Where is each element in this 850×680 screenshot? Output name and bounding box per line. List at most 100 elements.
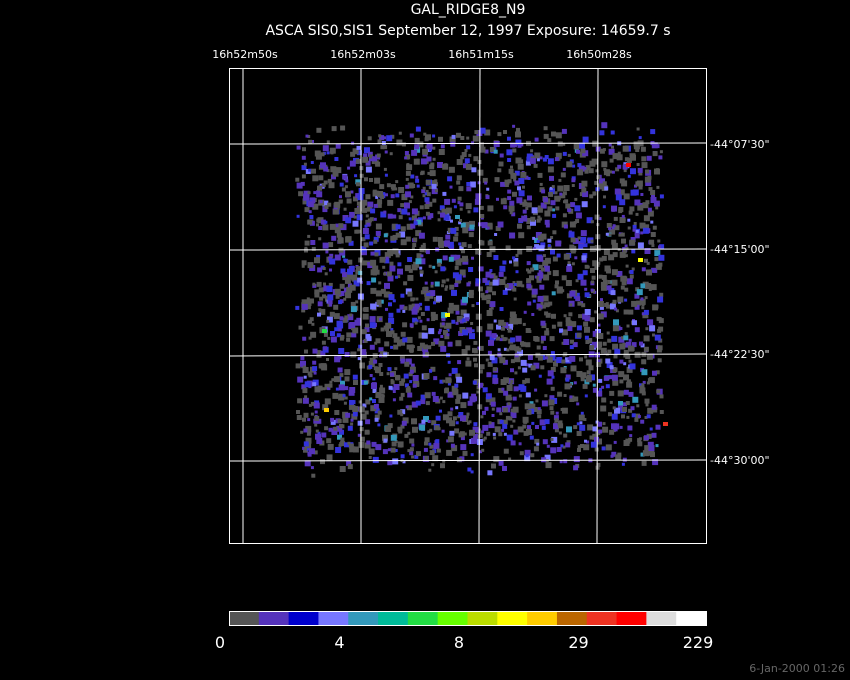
pixel [342,411,349,418]
pixel [459,458,462,461]
pixel [330,419,336,425]
pixel [409,323,414,328]
pixel [494,177,500,183]
pixel [510,368,514,373]
pixel [417,346,423,351]
pixel [407,274,414,281]
pixel [618,401,623,406]
pixel [464,158,470,164]
pixel [652,459,659,466]
pixel [363,380,368,385]
pixel [547,206,553,212]
pixel [361,329,367,335]
pixel [624,287,629,292]
pixel [397,275,401,279]
pixel [329,223,336,230]
pixel [650,452,655,458]
pixel [411,418,417,425]
pixel [470,453,474,457]
pixel [659,410,664,414]
pixel [549,336,555,342]
pixel [498,161,504,167]
pixel [522,424,527,429]
pixel [508,168,514,174]
pixel [358,344,363,349]
pixel [320,152,325,157]
pixel [644,296,648,300]
pixel [383,167,387,171]
pixel [433,338,440,345]
pixel [398,215,403,220]
pixel [316,127,322,133]
pixel [422,148,429,155]
pixel [440,463,445,469]
pixel [638,171,643,176]
pixel [422,194,426,198]
pixel [585,359,592,366]
pixel [423,286,429,292]
pixel [513,178,517,182]
pixel [569,290,576,297]
pixel [534,407,539,412]
pixel [334,227,341,234]
pixel [601,255,607,261]
colorbar-frame [229,611,707,626]
pixel [625,438,631,444]
pixel [350,301,356,307]
pixel [431,463,435,467]
pixel [302,147,306,152]
pixel [622,276,628,282]
pixel [514,170,520,176]
pixel [575,296,581,302]
pixel [510,380,514,383]
pixel [344,277,351,284]
pixel [556,447,562,452]
pixel [508,457,512,461]
pixel [424,137,429,142]
pixel [377,423,381,427]
pixel [425,179,431,185]
pixel [632,320,637,326]
pixel [541,457,547,463]
pixel [570,339,574,344]
pixel [582,191,589,198]
pixel [473,340,478,345]
pixel [339,316,344,321]
pixel [465,360,472,367]
pixel [559,460,563,464]
pixel [561,275,567,281]
dec-grid-line [228,459,707,462]
pixel [510,440,516,446]
pixel [457,201,461,205]
pixel [562,191,567,196]
pixel [606,172,611,177]
pixel [471,256,474,260]
pixel [477,346,481,350]
pixel [628,338,632,342]
pixel [328,282,333,287]
pixel [493,319,497,323]
pixel [401,208,408,215]
ra-label: 16h52m50s [212,48,278,61]
pixel [359,362,365,369]
pixel [552,230,557,235]
pixel [448,166,455,173]
pixel [650,129,656,135]
pixel [399,380,405,386]
pixel [447,391,454,398]
pixel [623,389,629,395]
pixel [356,266,360,271]
pixel [337,419,342,423]
pixel [619,199,626,206]
pixel [345,236,352,243]
pixel [599,305,604,310]
pixel [375,338,381,344]
pixel [658,262,663,267]
pixel [383,438,388,443]
pixel [427,420,431,423]
pixel [639,383,643,388]
pixel [514,356,521,363]
pixel [323,166,329,172]
pixel [376,202,382,208]
pixel [652,333,655,337]
